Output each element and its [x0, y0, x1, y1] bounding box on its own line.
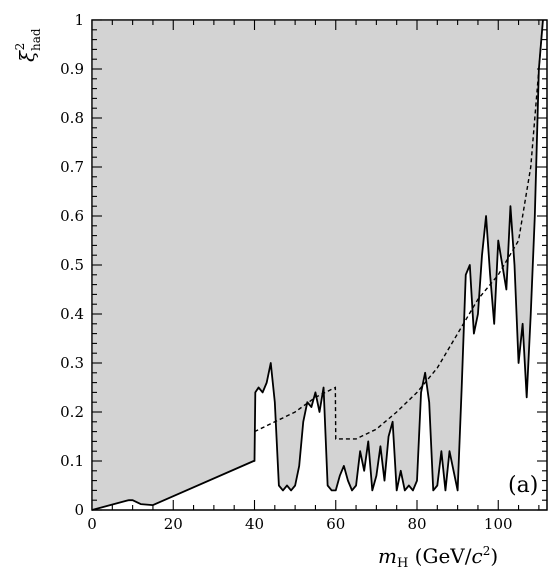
axis-ticks: [91, 19, 547, 511]
x-tick-label: 20: [164, 515, 183, 533]
y-tick-label: 0.4: [60, 305, 84, 323]
plot-border: [91, 19, 548, 511]
y-tick-label: 0.5: [60, 256, 84, 274]
y-tick-label: 0: [74, 501, 84, 519]
y-tick-label: 0.6: [60, 207, 84, 225]
x-tick-label: 100: [484, 515, 513, 533]
y-axis-label: ξhad2: [13, 28, 43, 62]
observed-line: [91, 19, 544, 511]
y-tick-label: 0.8: [60, 109, 84, 127]
x-axis-label: mH (GeV/c2): [378, 544, 498, 571]
x-tick-labels: 0 20 40 60 80 100: [87, 515, 512, 533]
x-tick-label: 80: [407, 515, 426, 533]
y-tick-label: 0.9: [60, 60, 84, 78]
y-tick-label: 0.3: [60, 354, 84, 372]
x-tick-label: 40: [245, 515, 264, 533]
y-tick-label: 0.7: [60, 158, 84, 176]
y-tick-label: 1: [74, 11, 84, 29]
expected-line: [254, 19, 544, 440]
y-tick-label: 0.2: [60, 403, 84, 421]
y-tick-labels: 0 0.1 0.2 0.3 0.4 0.5 0.6 0.7 0.8 0.9 1: [60, 11, 84, 519]
y-tick-label: 0.1: [60, 452, 84, 470]
x-tick-label: 60: [326, 515, 345, 533]
excluded-area: [92, 20, 543, 510]
x-tick-label: 0: [87, 515, 97, 533]
panel-label: (a): [508, 473, 538, 498]
